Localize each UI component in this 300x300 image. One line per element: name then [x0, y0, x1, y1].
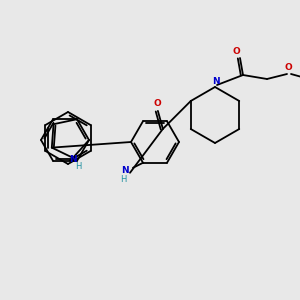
Text: O: O: [232, 47, 240, 56]
Text: N: N: [69, 155, 77, 164]
Text: O: O: [284, 64, 292, 73]
Text: O: O: [153, 99, 161, 108]
Text: N: N: [212, 77, 220, 86]
Text: H: H: [120, 175, 126, 184]
Text: N: N: [121, 166, 129, 175]
Text: H: H: [75, 162, 81, 171]
